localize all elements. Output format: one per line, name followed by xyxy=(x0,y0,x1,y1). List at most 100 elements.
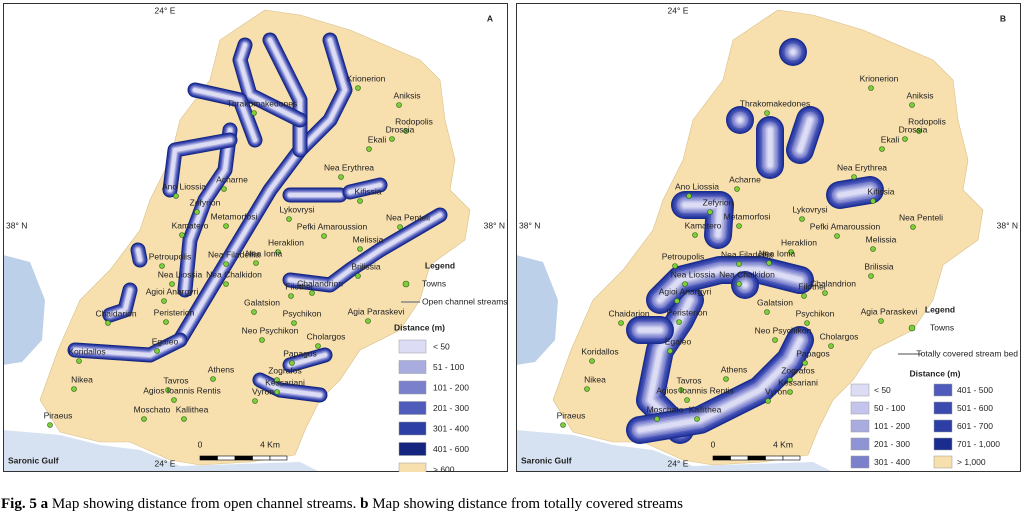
town-label: Aniksis xyxy=(394,90,421,100)
panel-letter: B xyxy=(1000,13,1006,23)
town-marker xyxy=(694,416,700,422)
town-marker xyxy=(736,223,742,229)
town-label: Egaleo xyxy=(152,336,179,346)
town-marker xyxy=(788,249,794,255)
town-label: Nea Ionia xyxy=(759,248,796,258)
sea xyxy=(516,255,558,365)
town-marker xyxy=(879,146,885,152)
legend-town-marker xyxy=(908,324,916,332)
legend-swatch xyxy=(850,437,870,451)
town-label: Petroupolis xyxy=(149,251,192,261)
town-marker xyxy=(868,273,874,279)
town-label: Kessariani xyxy=(265,377,305,387)
town-marker xyxy=(366,146,372,152)
sea-label: Saronic Gulf xyxy=(521,455,572,465)
town-label: Lykovrysi xyxy=(279,204,314,214)
legend-subtitle: Distance (m) xyxy=(394,322,445,332)
scale-label: 4 Km xyxy=(773,439,793,449)
town-marker xyxy=(396,102,402,108)
town-label: Melissia xyxy=(353,234,384,244)
panel-border xyxy=(516,3,1021,472)
legend-item: 401 - 500 xyxy=(957,385,993,395)
town-label: Koridallos xyxy=(581,346,618,356)
town-marker xyxy=(801,293,807,299)
town-marker xyxy=(654,416,660,422)
town-label: Agia Paraskevi xyxy=(348,306,405,316)
town-marker xyxy=(868,85,874,91)
town-label: Agioi Anargyri xyxy=(659,286,712,296)
town-label: Filothei xyxy=(285,281,313,291)
legend-swatch xyxy=(850,455,870,469)
town-label: Acharne xyxy=(216,174,248,184)
town-label: Brilissia xyxy=(351,261,381,271)
town-marker xyxy=(667,348,673,354)
town-label: Chalandrion xyxy=(297,278,343,288)
town-marker xyxy=(154,348,160,354)
panel-letter: A xyxy=(487,13,493,23)
town-label: Papagos xyxy=(796,348,830,358)
legend-item: 101 - 200 xyxy=(874,421,910,431)
town-label: Kallithea xyxy=(689,404,722,414)
town-label: Athens xyxy=(721,364,747,374)
town-marker xyxy=(251,309,257,315)
town-marker xyxy=(105,320,111,326)
town-label: Nea Erythrea xyxy=(837,162,887,172)
legend-swatch xyxy=(933,437,953,451)
town-label: Kamatero xyxy=(172,220,209,230)
legend-item: 601 - 700 xyxy=(957,421,993,431)
town-marker xyxy=(274,389,280,395)
town-label: Tavros xyxy=(676,375,701,385)
stream-buffer xyxy=(182,127,233,293)
town-marker xyxy=(589,358,595,364)
town-marker xyxy=(355,273,361,279)
town-marker xyxy=(787,389,793,395)
town-marker xyxy=(684,397,690,403)
town-marker xyxy=(223,223,229,229)
town-marker xyxy=(221,186,227,192)
town-label: Krionerion xyxy=(347,73,386,83)
latitude-label: 38° N xyxy=(6,220,27,230)
stream-buffer xyxy=(135,247,143,263)
legend-swatch xyxy=(398,442,427,456)
town-marker xyxy=(851,174,857,180)
stream-buffer xyxy=(177,37,348,343)
town-marker xyxy=(822,290,828,296)
caption-a: a xyxy=(41,496,49,512)
scale-bar xyxy=(782,455,801,461)
town-label: Brilissia xyxy=(864,261,894,271)
caption-b: b xyxy=(360,496,368,512)
town-label: Koridallos xyxy=(68,346,105,356)
town-marker xyxy=(223,261,229,267)
town-label: Metamorfosi xyxy=(724,211,771,221)
town-marker xyxy=(71,386,77,392)
town-label: Nikea xyxy=(71,374,93,384)
town-marker xyxy=(357,246,363,252)
longitude-label: 24° E xyxy=(155,458,176,468)
scale-bar xyxy=(217,455,236,461)
town-label: Peristerion xyxy=(667,307,708,317)
town-marker xyxy=(179,232,185,238)
town-label: Cholargos xyxy=(820,331,859,341)
town-marker xyxy=(692,232,698,238)
town-label: Kamatero xyxy=(685,220,722,230)
town-marker xyxy=(288,293,294,299)
town-marker xyxy=(251,110,257,116)
town-marker xyxy=(403,128,409,134)
scale-bar xyxy=(730,455,749,461)
town-marker xyxy=(618,320,624,326)
town-marker xyxy=(397,224,403,230)
town-label: Nea Liossia xyxy=(671,269,716,279)
legend-item: 101 - 200 xyxy=(433,382,469,392)
town-label: Zefyrion xyxy=(703,197,734,207)
legend-item: 401 - 600 xyxy=(433,444,469,454)
caption-b-text: Map showing distance from totally covere… xyxy=(372,496,683,512)
sea-label: Saronic Gulf xyxy=(8,455,59,465)
legend-item: 201 - 300 xyxy=(874,439,910,449)
town-marker xyxy=(870,246,876,252)
town-marker xyxy=(159,263,165,269)
town-label: Piraeus xyxy=(44,410,73,420)
town-marker xyxy=(163,319,169,325)
town-label: Zefyrion xyxy=(190,197,221,207)
town-label: Nikea xyxy=(584,374,606,384)
